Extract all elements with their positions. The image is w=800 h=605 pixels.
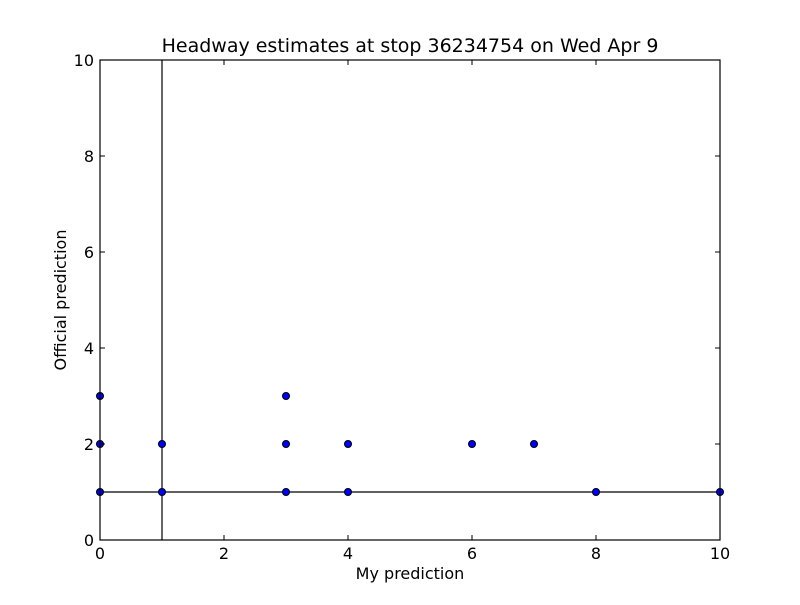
y-tick-label: 10	[74, 51, 94, 70]
y-tick-label: 0	[84, 531, 94, 550]
y-tick-label: 8	[84, 147, 94, 166]
chart-title: Headway estimates at stop 36234754 on We…	[162, 35, 659, 57]
y-tick-label: 6	[84, 243, 94, 262]
axis-ticks: 0 2 4 6 8 10 0 2 4 6 8 10	[74, 51, 731, 563]
data-point	[344, 440, 352, 448]
data-points	[96, 392, 724, 496]
data-point	[282, 392, 290, 400]
x-tick-label: 2	[219, 544, 229, 563]
y-axis-label: Official prediction	[51, 230, 70, 371]
data-point	[282, 440, 290, 448]
x-tick-label: 8	[591, 544, 601, 563]
data-point	[158, 440, 166, 448]
data-point	[530, 440, 538, 448]
data-point	[282, 488, 290, 496]
reference-lines	[100, 60, 720, 540]
y-tick-label: 2	[84, 435, 94, 454]
data-point	[344, 488, 352, 496]
x-tick-label: 10	[710, 544, 730, 563]
y-tick-label: 4	[84, 339, 94, 358]
data-point	[158, 488, 166, 496]
x-axis-label: My prediction	[356, 564, 465, 583]
x-tick-label: 4	[343, 544, 353, 563]
data-point	[468, 440, 476, 448]
plot-area-frame	[99, 59, 721, 541]
x-tick-label: 0	[95, 544, 105, 563]
x-tick-label: 6	[467, 544, 477, 563]
data-point	[592, 488, 600, 496]
